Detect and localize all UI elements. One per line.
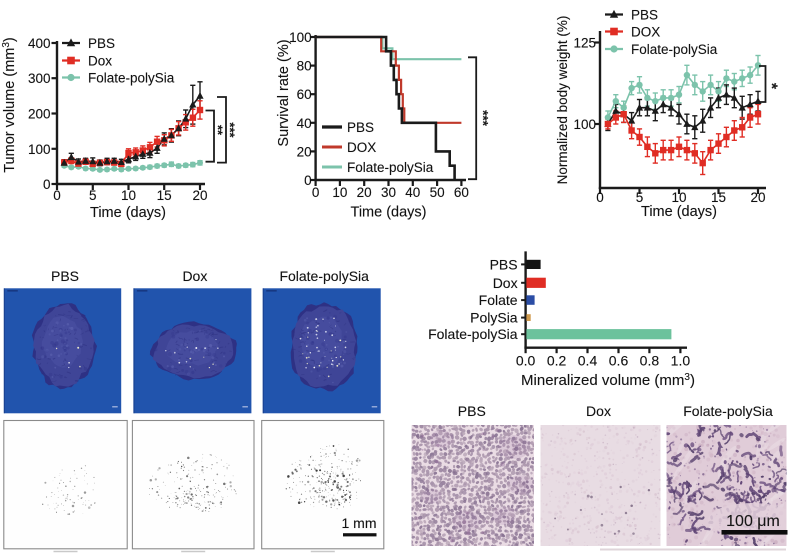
svg-text:Mineralized volume (mm3): Mineralized volume (mm3) [521, 372, 695, 389]
svg-text:Dox: Dox [88, 54, 112, 69]
svg-text:100 μm: 100 μm [726, 513, 780, 530]
svg-text:DOX: DOX [631, 25, 660, 40]
svg-text:20: 20 [192, 188, 207, 203]
svg-text:0.6: 0.6 [609, 353, 629, 369]
svg-text:Survival rate (%): Survival rate (%) [276, 39, 292, 146]
svg-text:Dox: Dox [182, 268, 207, 284]
svg-text:20: 20 [750, 190, 765, 205]
svg-text:Dox: Dox [493, 275, 518, 291]
svg-text:15: 15 [157, 188, 172, 203]
svg-text:100: 100 [28, 142, 51, 157]
svg-text:Time (days): Time (days) [641, 204, 717, 220]
svg-text:15: 15 [711, 190, 726, 205]
svg-text:Normalized body weight (%): Normalized body weight (%) [555, 16, 570, 185]
svg-text:PBS: PBS [88, 36, 115, 51]
svg-text:Tumor volume (mm3): Tumor volume (mm3) [1, 37, 18, 173]
svg-text:0.0: 0.0 [516, 353, 536, 369]
svg-text:10: 10 [332, 185, 347, 200]
svg-text:100: 100 [573, 117, 596, 132]
svg-text:1 mm: 1 mm [342, 515, 377, 531]
svg-text:10: 10 [121, 188, 136, 203]
svg-text:PolySia: PolySia [470, 310, 518, 326]
svg-text:125: 125 [573, 36, 596, 51]
svg-text:Folate-polySia: Folate-polySia [279, 268, 369, 284]
svg-text:0.8: 0.8 [640, 353, 660, 369]
svg-text:0.2: 0.2 [547, 353, 567, 369]
svg-text:***: *** [476, 110, 491, 127]
svg-text:100: 100 [289, 30, 312, 45]
svg-text:Folate-polySia: Folate-polySia [347, 160, 434, 175]
svg-text:Folate: Folate [479, 292, 518, 308]
svg-text:Folate-polySia: Folate-polySia [631, 42, 718, 57]
svg-text:0: 0 [53, 188, 61, 203]
svg-text:60: 60 [297, 87, 312, 102]
svg-text:0: 0 [43, 177, 51, 192]
svg-text:20: 20 [297, 144, 312, 159]
svg-text:60: 60 [454, 185, 469, 200]
svg-text:***: *** [223, 122, 238, 138]
svg-text:30: 30 [381, 185, 396, 200]
svg-text:DOX: DOX [347, 140, 376, 155]
svg-text:PBS: PBS [490, 256, 518, 272]
svg-text:300: 300 [28, 71, 51, 86]
svg-text:80: 80 [297, 59, 312, 74]
svg-text:50: 50 [430, 185, 445, 200]
svg-text:*: * [763, 83, 780, 90]
svg-text:Folate-polySia: Folate-polySia [683, 403, 773, 419]
svg-text:PBS: PBS [631, 8, 658, 23]
svg-text:5: 5 [89, 188, 97, 203]
svg-text:PBS: PBS [458, 403, 486, 419]
svg-text:200: 200 [28, 107, 51, 122]
svg-text:1.0: 1.0 [671, 353, 691, 369]
svg-text:0.4: 0.4 [578, 353, 598, 369]
svg-text:0: 0 [312, 185, 320, 200]
svg-text:Folate-polySia: Folate-polySia [88, 71, 175, 86]
svg-text:10: 10 [671, 190, 686, 205]
svg-text:0: 0 [596, 190, 604, 205]
svg-text:**: ** [211, 125, 226, 136]
svg-text:Time (days): Time (days) [351, 205, 427, 221]
svg-text:Dox: Dox [586, 403, 611, 419]
svg-text:5: 5 [636, 190, 644, 205]
svg-text:40: 40 [297, 116, 312, 131]
svg-text:PBS: PBS [347, 120, 374, 135]
svg-text:20: 20 [357, 185, 372, 200]
svg-text:40: 40 [405, 185, 420, 200]
svg-text:Folate-polySia: Folate-polySia [428, 326, 518, 342]
svg-text:Time (days): Time (days) [90, 205, 166, 221]
svg-text:400: 400 [28, 36, 51, 51]
svg-text:0: 0 [304, 173, 312, 188]
svg-text:PBS: PBS [51, 268, 79, 284]
